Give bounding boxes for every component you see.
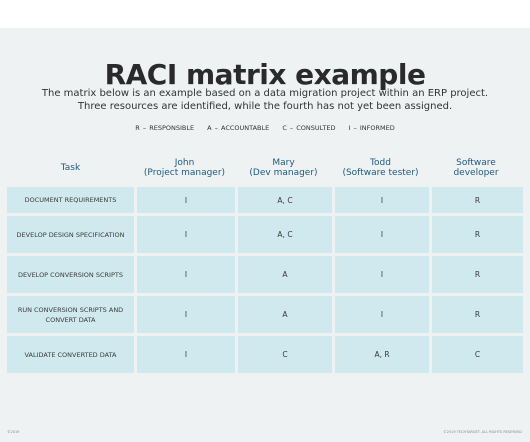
row-john-value: I bbox=[134, 296, 235, 333]
row-todd-value: I bbox=[332, 296, 429, 333]
row-todd-value: I bbox=[332, 256, 429, 293]
table-header-row: Task John (Project manager) Mary (Dev ma… bbox=[7, 152, 523, 184]
row-mary-value: A bbox=[235, 296, 332, 333]
header-developer: Software developer bbox=[429, 158, 523, 178]
page-subtitle: The matrix below is an example based on … bbox=[0, 87, 530, 113]
row-john-value: I bbox=[134, 336, 235, 373]
row-todd-value: I bbox=[332, 187, 429, 213]
table-row: RUN CONVERSION SCRIPTS AND CONVERT DATA … bbox=[7, 296, 523, 333]
row-john-value: I bbox=[134, 256, 235, 293]
row-mary-value: C bbox=[235, 336, 332, 373]
row-developer-value: R bbox=[429, 296, 523, 333]
table-row: DEVELOP CONVERSION SCRIPTS I A I R bbox=[7, 256, 523, 293]
table-row: DEVELOP DESIGN SPECIFICATION I A, C I R bbox=[7, 216, 523, 253]
header-john-name: John bbox=[174, 158, 195, 168]
raci-table: Task John (Project manager) Mary (Dev ma… bbox=[7, 152, 523, 373]
subtitle-line-2: Three resources are identified, while th… bbox=[77, 101, 453, 112]
row-todd-value: I bbox=[332, 216, 429, 253]
row-task: DEVELOP DESIGN SPECIFICATION bbox=[16, 230, 125, 239]
row-mary-value: A, C bbox=[235, 187, 332, 213]
footer-copyright-left: ©2019 bbox=[7, 430, 20, 434]
footer-copyright-right: ©2019 TECHTARGET. ALL RIGHTS RESERVED bbox=[443, 430, 522, 434]
header-todd-role: (Software tester) bbox=[342, 168, 419, 178]
row-john-value: I bbox=[134, 187, 235, 213]
table-row: DOCUMENT REQUIREMENTS I A, C I R bbox=[7, 187, 523, 213]
row-mary-value: A, C bbox=[235, 216, 332, 253]
table-row: VALIDATE CONVERTED DATA I C A, R C bbox=[7, 336, 523, 373]
legend-accountable: A – ACCOUNTABLE bbox=[207, 124, 270, 132]
header-todd: Todd (Software tester) bbox=[332, 158, 429, 178]
row-john-value: I bbox=[134, 216, 235, 253]
legend-informed: I – INFORMED bbox=[348, 124, 395, 132]
row-task: VALIDATE CONVERTED DATA bbox=[24, 350, 117, 359]
legend-consulted: C – CONSULTED bbox=[282, 124, 336, 132]
row-developer-value: C bbox=[429, 336, 523, 373]
subtitle-line-1: The matrix below is an example based on … bbox=[41, 88, 489, 99]
header-john-role: (Project manager) bbox=[143, 168, 226, 178]
row-mary-value: A bbox=[235, 256, 332, 293]
legend-responsible: R – RESPONSIBLE bbox=[135, 124, 195, 132]
header-john: John (Project manager) bbox=[134, 158, 235, 178]
row-task: DEVELOP CONVERSION SCRIPTS bbox=[18, 270, 123, 279]
row-task: DOCUMENT REQUIREMENTS bbox=[24, 196, 117, 204]
header-developer-name: Software bbox=[456, 158, 496, 168]
row-task: RUN CONVERSION SCRIPTS AND CONVERT DATA bbox=[17, 305, 124, 324]
header-mary-role: (Dev manager) bbox=[249, 168, 318, 178]
header-task: Task bbox=[7, 163, 134, 173]
header-mary-name: Mary bbox=[272, 158, 295, 168]
row-developer-value: R bbox=[429, 187, 523, 213]
row-developer-value: R bbox=[429, 216, 523, 253]
row-developer-value: R bbox=[429, 256, 523, 293]
header-task-label: Task bbox=[60, 163, 81, 173]
header-todd-name: Todd bbox=[370, 158, 391, 168]
header-mary: Mary (Dev manager) bbox=[235, 158, 332, 178]
row-todd-value: A, R bbox=[332, 336, 429, 373]
header-developer-role: developer bbox=[453, 168, 499, 178]
raci-legend: R – RESPONSIBLE A – ACCOUNTABLE C – CONS… bbox=[0, 124, 530, 132]
page-title: RACI matrix example bbox=[104, 58, 426, 91]
